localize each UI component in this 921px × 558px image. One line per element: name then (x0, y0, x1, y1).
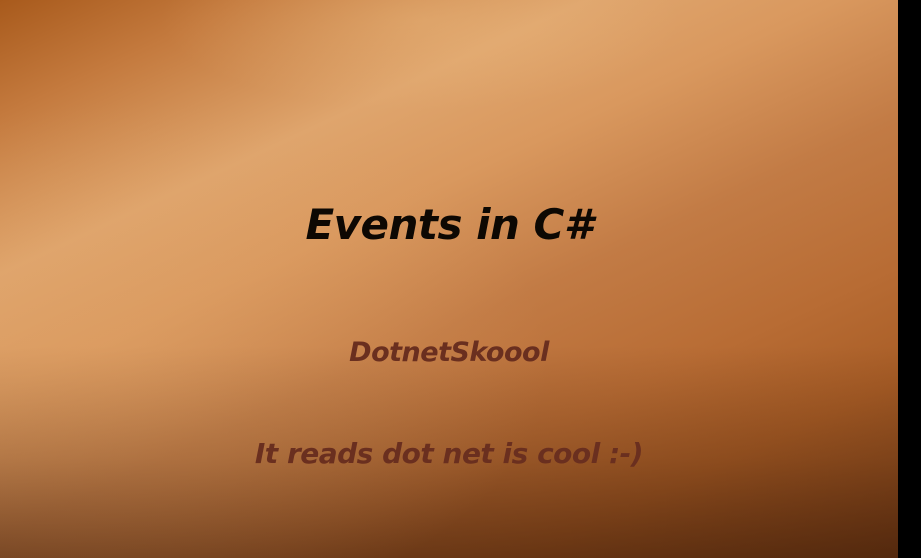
slide-subtitle: DotnetSkoool (349, 337, 549, 368)
slide-title: Events in C# (305, 200, 593, 249)
slide-tagline: It reads dot net is cool :-) (254, 437, 644, 470)
title-slide: Events in C# DotnetSkoool It reads dot n… (0, 0, 898, 558)
